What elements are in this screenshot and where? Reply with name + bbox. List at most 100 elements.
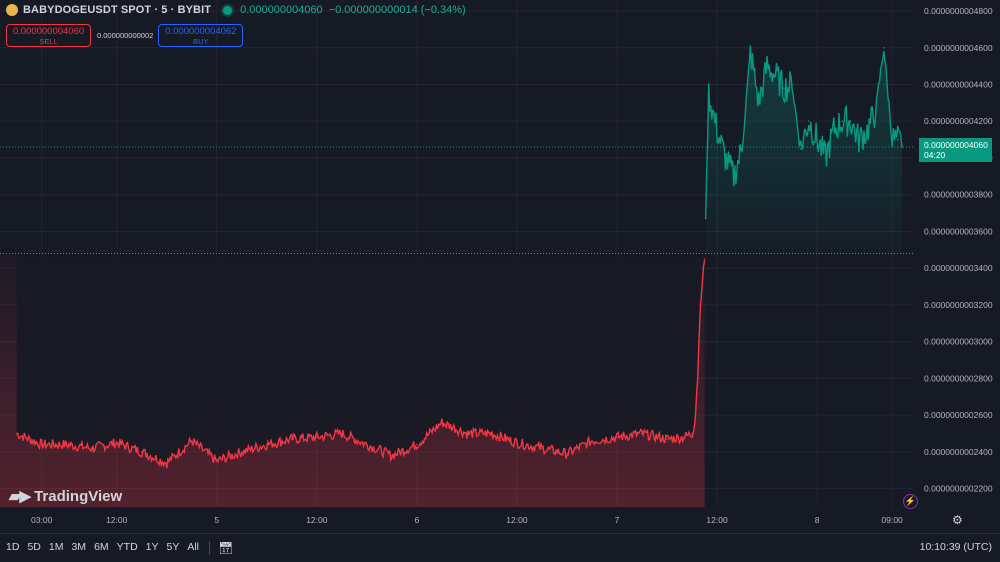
bottom-toolbar: 1D 5D 1M 3M 6M YTD 1Y 5Y All 📅︎ 10:10:39… (0, 533, 1000, 562)
tradingview-watermark: ▰▶ TradingView (9, 487, 122, 506)
x-tick-label: 12:00 (106, 515, 128, 525)
data-point (15, 432, 18, 435)
data-point (391, 454, 393, 457)
data-point (832, 129, 835, 132)
up-area-fill (705, 45, 902, 254)
data-point (466, 432, 468, 435)
data-point (824, 157, 827, 159)
tradingview-logo-icon: ▰▶ (9, 488, 31, 505)
symbol-title[interactable]: BABYDOGEUSDT SPOT · 5 · BYBIT (23, 4, 212, 16)
data-point (716, 129, 718, 132)
data-point (682, 436, 685, 438)
x-tick-label: 6 (415, 515, 420, 525)
data-point (616, 436, 618, 438)
y-tick-label: 0.0000000002200 (924, 484, 993, 494)
data-point (891, 138, 893, 141)
range-6m[interactable]: 6M (94, 541, 109, 553)
y-tick-label: 0.0000000003800 (924, 190, 993, 200)
data-point (416, 443, 418, 446)
y-tick-label: 0.0000000004200 (924, 116, 993, 126)
x-tick-label: 5 (214, 515, 219, 525)
range-1y[interactable]: 1Y (145, 541, 159, 553)
data-point (366, 443, 368, 446)
range-5d[interactable]: 5D (27, 541, 41, 553)
x-tick-label: 8 (815, 515, 820, 525)
data-point (240, 451, 243, 453)
x-tick-label: 12:00 (506, 515, 528, 525)
buy-label: BUY (193, 37, 209, 46)
data-point (782, 87, 785, 89)
price-change: −0.000000000014 (−0.34%) (328, 4, 466, 16)
settings-gear-icon[interactable]: ⚙ (952, 513, 963, 527)
range-1m[interactable]: 1M (48, 541, 64, 553)
data-point (215, 460, 218, 462)
y-tick-label: 0.0000000002800 (924, 373, 993, 383)
data-point (516, 441, 518, 444)
data-point (691, 432, 693, 435)
data-point (841, 120, 843, 123)
data-point (291, 438, 293, 440)
data-point (858, 138, 860, 141)
data-point (749, 50, 752, 53)
y-tick-label: 0.0000000003000 (924, 337, 993, 347)
data-point (165, 462, 168, 464)
sell-price: 0.000000004060 (12, 26, 85, 37)
data-point (140, 451, 143, 453)
data-point (883, 46, 885, 49)
data-point (732, 175, 735, 178)
y-tick-label: 0.0000000003600 (924, 226, 993, 236)
sell-label: SELL (39, 37, 58, 46)
data-point (591, 440, 593, 442)
data-point (266, 443, 268, 446)
data-point (341, 432, 343, 435)
data-point (666, 438, 668, 440)
data-point (40, 443, 43, 446)
spread-value: 0.000000000002 (97, 31, 154, 40)
range-ytd[interactable]: YTD (116, 541, 138, 553)
coin-logo-icon (6, 4, 18, 16)
range-3m[interactable]: 3M (71, 541, 87, 553)
series-line-below-baseline (16, 260, 706, 469)
data-point (724, 157, 727, 159)
data-point (741, 147, 743, 150)
chart-legend: BABYDOGEUSDT SPOT · 5 · BYBIT 0.00000000… (6, 4, 466, 16)
data-point (849, 120, 852, 123)
range-1d[interactable]: 1D (6, 541, 20, 553)
data-point (791, 83, 793, 86)
y-tick-label: 0.0000000004600 (924, 43, 993, 53)
range-5y[interactable]: 5Y (166, 541, 180, 553)
data-point (541, 447, 543, 450)
calendar-icon[interactable]: 📅︎ (218, 541, 234, 555)
price-chart[interactable]: 0.0000000004800 0.0000000004600 0.00000000… (0, 0, 1000, 533)
data-point (807, 120, 810, 123)
data-point (65, 443, 68, 446)
sell-button[interactable]: 0.000000004060 SELL (6, 24, 91, 47)
x-tick-label: 03:00 (31, 515, 53, 525)
range-buttons: 1D 5D 1M 3M 6M YTD 1Y 5Y All 📅︎ (6, 541, 241, 555)
current-price-tag: 0.000000004060 04:20 (919, 138, 992, 162)
data-point (190, 440, 193, 442)
x-tick-label: 7 (615, 515, 620, 525)
x-tick-label: 12:00 (706, 515, 728, 525)
data-point (441, 421, 443, 424)
y-tick-label: 0.0000000004800 (924, 6, 993, 16)
data-point (896, 138, 899, 141)
data-point (766, 65, 768, 67)
range-all[interactable]: All (187, 541, 200, 553)
lightning-icon[interactable]: ⚡ (903, 494, 918, 509)
y-tick-label: 0.0000000004400 (924, 80, 993, 90)
data-point (707, 92, 710, 95)
market-status-icon (223, 5, 233, 15)
data-point (874, 111, 877, 113)
utc-clock[interactable]: 10:10:39 (UTC) (919, 541, 992, 553)
data-point (641, 432, 643, 435)
data-point (703, 258, 706, 260)
buy-button[interactable]: 0.000000004062 BUY (158, 24, 244, 47)
price-tag-value: 0.000000004060 (924, 140, 988, 150)
data-point (115, 441, 118, 444)
data-point (316, 436, 318, 438)
x-tick-label: 09:00 (882, 515, 904, 525)
data-point (866, 129, 868, 132)
toolbar-divider (209, 541, 211, 555)
series-line-above-baseline (704, 45, 903, 220)
